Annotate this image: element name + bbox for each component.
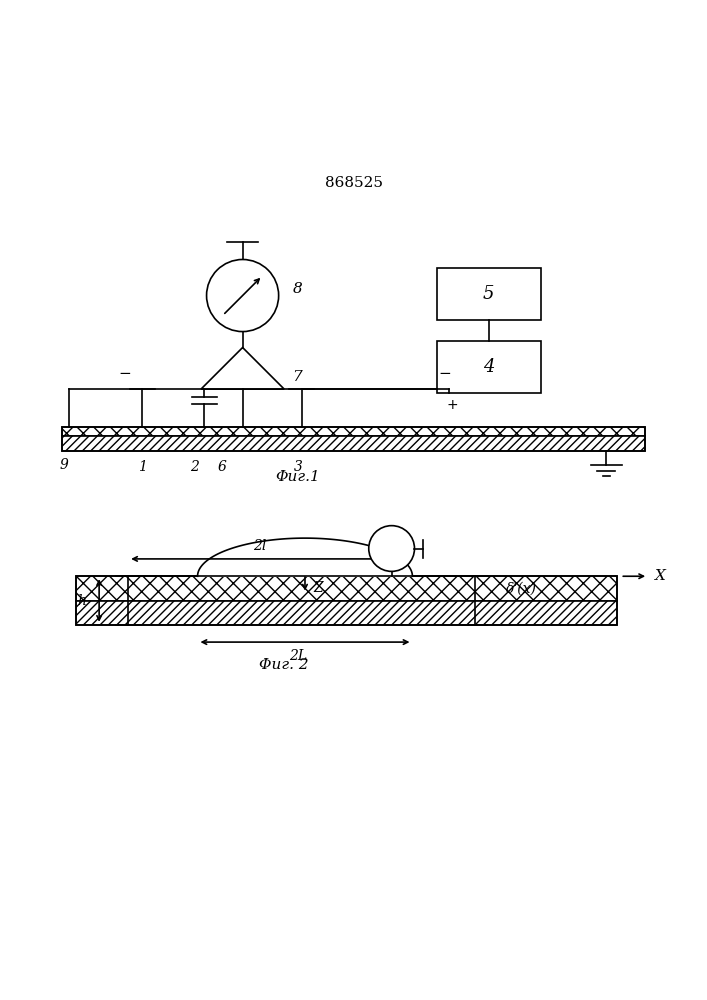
Text: 9: 9 <box>59 458 68 472</box>
Text: −: − <box>438 366 451 381</box>
Bar <box>76 576 617 625</box>
Bar <box>62 427 645 436</box>
Text: 1: 1 <box>138 460 146 474</box>
Bar <box>62 436 645 451</box>
Text: 5: 5 <box>483 285 494 303</box>
Text: Z: Z <box>313 581 323 595</box>
Text: +: + <box>447 398 458 412</box>
Text: 4: 4 <box>483 358 494 376</box>
Text: h: h <box>78 594 87 608</box>
Text: 2l: 2l <box>253 539 267 553</box>
Bar <box>437 268 541 320</box>
Text: −: − <box>118 366 131 381</box>
Text: δ'(x): δ'(x) <box>506 582 537 596</box>
Text: X: X <box>655 569 666 583</box>
Text: 3: 3 <box>293 460 303 474</box>
Text: 868525: 868525 <box>325 176 382 190</box>
Bar <box>62 427 645 451</box>
Bar <box>76 601 617 625</box>
Bar <box>437 341 541 393</box>
Text: 7: 7 <box>293 370 303 384</box>
Circle shape <box>206 259 279 332</box>
Bar <box>76 576 617 601</box>
Text: 2: 2 <box>189 460 199 474</box>
Circle shape <box>369 526 414 571</box>
Text: Φиг.1: Φиг.1 <box>276 470 320 484</box>
Polygon shape <box>197 538 412 576</box>
Text: Φиг. 2: Φиг. 2 <box>259 658 309 672</box>
Text: 6: 6 <box>217 460 226 474</box>
Text: 2L: 2L <box>289 649 307 663</box>
Polygon shape <box>201 348 284 389</box>
Text: 8: 8 <box>293 282 303 296</box>
